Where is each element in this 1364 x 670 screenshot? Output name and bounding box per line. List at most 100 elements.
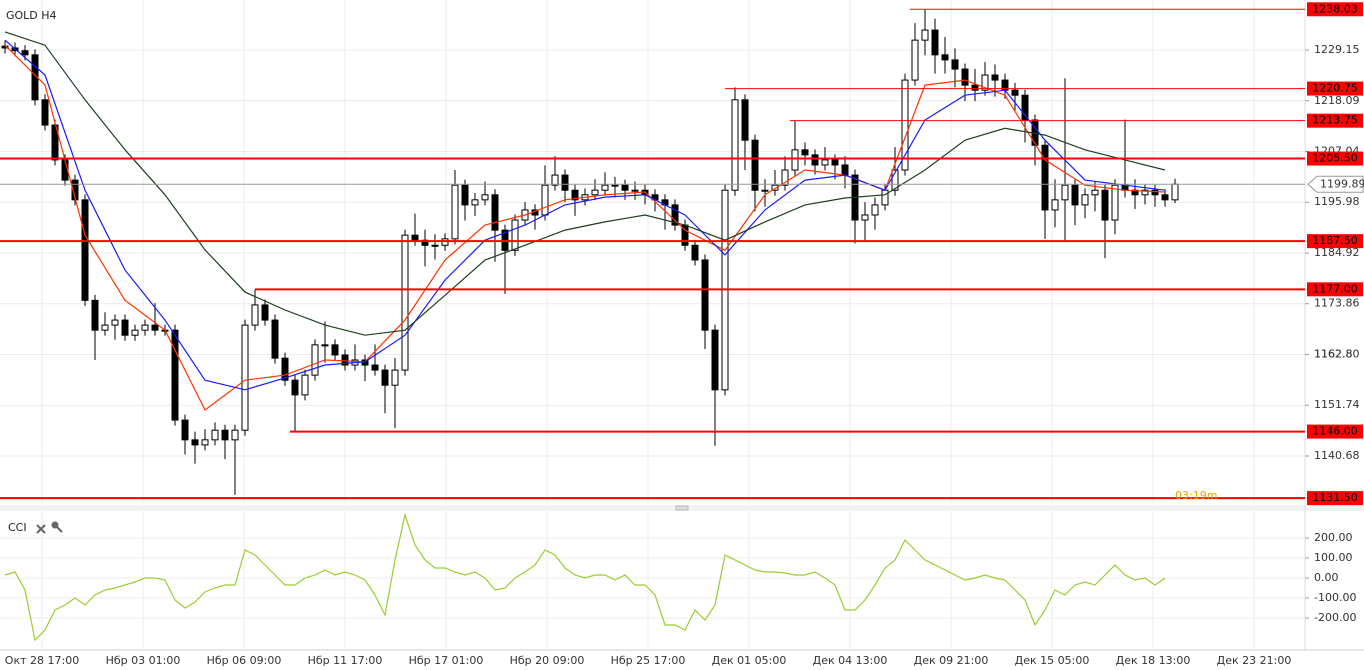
bar-countdown: 03:19m [1175,489,1217,502]
x-tick-label: Дек 04 13:00 [813,654,888,667]
candle-body [631,189,639,192]
candle-body [291,379,299,396]
candle-body [1141,189,1149,196]
candle-body [211,429,219,441]
candle-body [561,174,569,191]
candle-body [181,419,189,441]
candle-body [91,299,99,331]
candle-body [471,199,479,206]
candle-body [1061,184,1069,201]
price-level-box [1307,2,1363,17]
candle-body [401,234,409,371]
candle-body [391,369,399,386]
y-tick-label: 1162.8 [1314,347,1353,360]
current-price-box [1307,175,1364,193]
moving-average-line [4,39,1166,391]
candle-body [191,439,199,446]
x-tick-label: Нбр 25 17:00 [611,654,686,667]
candle-body [911,39,919,81]
candle-body [151,324,159,331]
y-tick-label: 1229.15 [1314,43,1360,56]
candle-body [481,194,489,201]
candle-body [1051,199,1059,211]
candle-body [201,439,209,446]
y-tick-label: 1195.98 [1314,195,1360,208]
candle-body [781,169,789,186]
separator-handle[interactable] [675,505,689,511]
candle-body [101,324,109,331]
candle-body [1101,189,1109,221]
indicator-title: CCI [8,521,27,534]
candle-body [571,189,579,201]
candle-body [891,169,899,191]
x-tick-label: Нбр 03 01:00 [106,654,181,667]
candle-body [271,319,279,359]
candle-body [171,329,179,421]
price-level-box [1307,424,1363,439]
y-tick-label: 100.00 [1314,551,1353,564]
candle-body [811,154,819,166]
candle-body [111,319,119,326]
candle-body [831,159,839,166]
candle-body [1081,194,1089,206]
candle-body [1161,194,1169,201]
candle-body [311,344,319,376]
x-tick-label: Дек 18 13:00 [1116,654,1191,667]
candle-body [981,74,989,91]
candle-body [621,184,629,191]
candle-body [901,79,909,171]
x-tick-label: Дек 09 21:00 [914,654,989,667]
candle-body [701,259,709,331]
price-level-label: 1205.50 [1312,152,1358,165]
x-tick-label: Дек 23 21:00 [1217,654,1292,667]
y-tick-label: 1173.86 [1314,297,1360,310]
x-tick-label: Дек 15 05:00 [1015,654,1090,667]
price-level-box [1307,234,1363,249]
y-tick-label: 1151.74 [1314,398,1360,411]
candle-body [691,244,699,261]
candle-body [871,204,879,216]
y-tick-label: 0.00 [1314,571,1339,584]
candle-body [841,164,849,176]
price-level-box [1307,491,1363,506]
price-level-label: 1220.75 [1312,82,1358,95]
candle-body [601,184,609,191]
candle-body [671,204,679,226]
candle-body [961,68,969,86]
candle-body [1171,183,1179,201]
candle-body [751,139,759,191]
candle-body [791,149,799,171]
price-level-box [1307,151,1363,166]
x-tick-label: Нбр 11 17:00 [308,654,383,667]
candle-body [321,344,329,347]
candle-body [81,199,89,301]
price-level-label: 1146.00 [1312,425,1358,438]
candle-body [451,184,459,240]
current-price-label: 1199.89 [1320,177,1364,190]
candle-body [611,184,619,187]
indicator-close-icon[interactable] [36,524,46,534]
candle-body [991,74,999,81]
price-level-label: 1177.00 [1312,282,1358,295]
candle-body [1071,184,1079,206]
candle-body [741,99,749,141]
candle-body [761,189,769,192]
candle-body [381,369,389,386]
candle-body [1151,189,1159,196]
candle-body [881,189,889,206]
candle-body [221,429,229,441]
symbol-title: GOLD H4 [6,9,57,22]
candle-body [1011,89,1019,96]
candle-body [511,219,519,251]
candle-body [491,194,499,231]
candle-body [551,174,559,186]
price-level-box [1307,282,1363,297]
candle-body [41,99,49,126]
moving-average-line [4,44,1166,411]
price-level-label: 1131.50 [1312,491,1358,504]
x-tick-label: Нбр 17 01:00 [409,654,484,667]
candle-body [731,99,739,191]
indicator-settings-icon[interactable] [51,521,63,533]
